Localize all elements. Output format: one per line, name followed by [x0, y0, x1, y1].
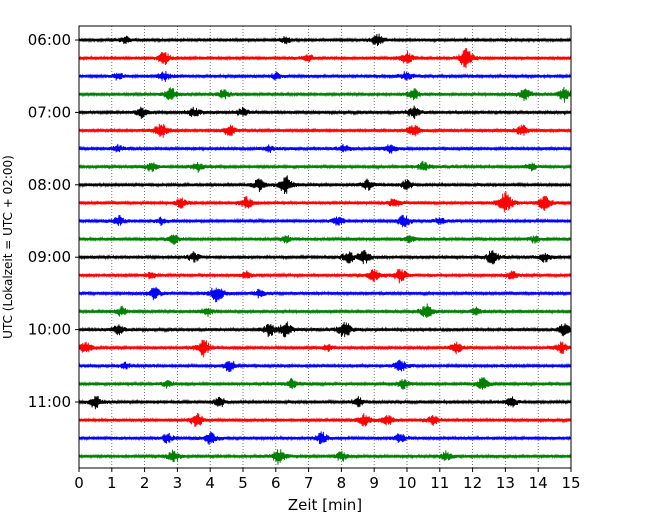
- trace-1030: [78, 359, 572, 373]
- trace-0745: [78, 160, 572, 173]
- trace-signal: [78, 143, 572, 154]
- trace-signal: [78, 70, 572, 83]
- x-tick-label: 1: [107, 474, 117, 492]
- y-tick-label: 09:00: [28, 248, 71, 266]
- trace-signal: [78, 123, 572, 138]
- trace-signal: [78, 191, 572, 213]
- trace-0600: [78, 33, 572, 46]
- trace-signal: [78, 214, 572, 228]
- x-axis-label: Zeit [min]: [288, 496, 362, 514]
- x-tick-label: 10: [397, 474, 416, 492]
- x-tick-label: 8: [337, 474, 347, 492]
- x-tick-label: 4: [205, 474, 215, 492]
- trace-1145: [78, 449, 572, 465]
- x-tick-label: 0: [74, 474, 84, 492]
- trace-0915: [78, 268, 572, 284]
- trace-signal: [78, 339, 572, 358]
- trace-0945: [78, 303, 572, 318]
- trace-0815: [78, 191, 572, 213]
- trace-signal: [78, 303, 572, 318]
- trace-signal: [78, 449, 572, 465]
- trace-signal: [78, 413, 572, 428]
- y-tick-label: 11:00: [28, 393, 71, 411]
- trace-1045: [78, 377, 572, 390]
- trace-signal: [78, 160, 572, 173]
- trace-signal: [78, 286, 572, 303]
- y-axis-ticks: 06:00 07:00 08:00 09:00 10:00 11:00: [28, 31, 79, 411]
- y-tick-label: 07:00: [28, 103, 71, 121]
- trace-1000: [78, 321, 572, 338]
- y-tick-label: 08:00: [28, 176, 71, 194]
- trace-1115: [78, 413, 572, 428]
- trace-1015: [78, 339, 572, 358]
- trace-signal: [78, 321, 572, 338]
- trace-0645: [78, 86, 572, 103]
- y-axis-label: UTC (Lokalzeit = UTC + 02:00): [1, 155, 15, 339]
- plot-frame: [78, 25, 572, 469]
- x-tick-label: 2: [140, 474, 150, 492]
- trace-signal: [78, 377, 572, 390]
- x-tick-label: 9: [369, 474, 379, 492]
- trace-0845: [78, 234, 572, 245]
- trace-0900: [78, 249, 572, 265]
- y-tick-label: 06:00: [28, 31, 71, 49]
- trace-signal: [78, 33, 572, 46]
- x-tick-label: 14: [529, 474, 548, 492]
- trace-0800: [78, 175, 572, 195]
- trace-0615: [78, 48, 572, 69]
- trace-layer: [78, 33, 572, 465]
- x-tick-label: 11: [430, 474, 449, 492]
- y-tick-label: 10:00: [28, 321, 71, 339]
- trace-signal: [78, 249, 572, 265]
- trace-0930: [78, 286, 572, 303]
- trace-0830: [78, 214, 572, 228]
- trace-0700: [78, 105, 572, 120]
- trace-signal: [78, 234, 572, 245]
- trace-0630: [78, 70, 572, 83]
- trace-signal: [78, 359, 572, 373]
- x-tick-label: 6: [271, 474, 281, 492]
- trace-1100: [78, 395, 572, 410]
- x-tick-label: 5: [238, 474, 248, 492]
- trace-signal: [78, 105, 572, 120]
- trace-signal: [78, 395, 572, 410]
- x-tick-label: 12: [463, 474, 482, 492]
- trace-0715: [78, 123, 572, 138]
- trace-signal: [78, 86, 572, 103]
- trace-signal: [78, 268, 572, 284]
- trace-signal: [78, 431, 572, 446]
- x-tick-label: 7: [304, 474, 314, 492]
- x-tick-label: 3: [173, 474, 183, 492]
- trace-signal: [78, 175, 572, 195]
- trace-0730: [78, 143, 572, 154]
- x-tick-label: 13: [496, 474, 515, 492]
- trace-signal: [78, 48, 572, 69]
- trace-1130: [78, 431, 572, 446]
- x-tick-label: 15: [561, 474, 580, 492]
- x-axis-ticks: 0 1 2 3 4 5 6 7 8 9 10 11 12 13 14 15: [74, 468, 581, 492]
